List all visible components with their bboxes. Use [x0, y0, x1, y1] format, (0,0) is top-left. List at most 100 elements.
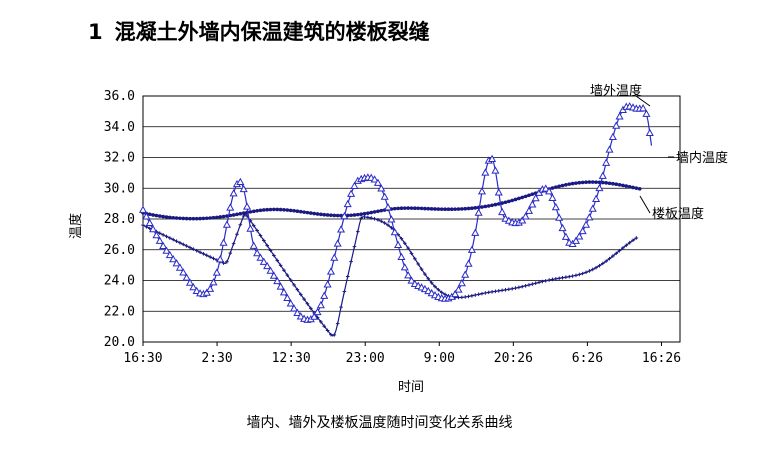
data-point — [249, 241, 258, 249]
data-point — [276, 282, 285, 290]
data-point — [242, 202, 252, 210]
data-point — [159, 241, 168, 250]
data-point — [399, 206, 404, 211]
data-point — [423, 272, 427, 276]
data-point — [302, 297, 306, 301]
data-point — [313, 307, 322, 316]
data-point — [278, 207, 283, 212]
data-point — [496, 289, 501, 293]
data-point — [253, 248, 262, 257]
data-point — [169, 254, 178, 263]
data-point — [390, 227, 399, 236]
data-point — [185, 278, 195, 286]
y-tick-labels: 20.0 22.0 24.0 26.0 28.0 30.0 32.0 34.0 36.0 — [104, 89, 135, 350]
data-point — [282, 268, 286, 273]
data-point — [201, 216, 206, 221]
data-point — [336, 225, 346, 233]
data-point — [262, 238, 266, 243]
data-point — [416, 206, 421, 211]
data-point — [611, 181, 615, 186]
data-point — [449, 207, 454, 212]
data-point — [286, 299, 295, 307]
data-point — [524, 206, 534, 214]
data-point — [272, 207, 276, 212]
data-point — [601, 261, 605, 266]
data-point — [627, 240, 632, 245]
data-point — [470, 293, 474, 298]
data-point — [607, 256, 612, 261]
data-point — [631, 238, 635, 243]
data-point — [231, 213, 236, 217]
data-point — [265, 207, 269, 212]
data-point — [510, 286, 514, 291]
data-point — [380, 192, 389, 200]
data-point — [218, 215, 222, 219]
data-point — [275, 207, 280, 212]
data-point — [496, 202, 501, 206]
data-point — [581, 220, 591, 228]
data-point — [356, 229, 360, 234]
y-tick-label: 36.0 — [104, 89, 135, 104]
data-point — [330, 253, 339, 261]
data-point — [288, 208, 293, 213]
data-point — [578, 226, 587, 235]
data-point — [561, 232, 570, 240]
data-point — [151, 213, 155, 217]
data-point — [467, 245, 476, 253]
data-point — [329, 332, 333, 337]
data-point — [285, 273, 290, 277]
data-point — [400, 263, 409, 271]
data-point — [507, 199, 511, 204]
data-point — [235, 212, 239, 217]
data-point — [397, 252, 406, 261]
data-point — [557, 184, 561, 189]
data-point — [399, 236, 404, 241]
x-tick-labels: 16:30 2:30 12:30 23:00 9:00 20:26 6:26 16:26 — [123, 342, 681, 366]
data-point — [439, 207, 444, 211]
data-point — [309, 306, 313, 311]
data-point — [265, 243, 269, 248]
data-point — [580, 271, 585, 276]
data-point — [413, 256, 417, 261]
data-point — [161, 214, 165, 219]
data-point — [621, 246, 625, 250]
section-title: 混凝土外墙内保温建筑的楼板裂缝 — [114, 20, 430, 44]
data-point — [426, 206, 431, 211]
data-point — [631, 185, 635, 190]
data-point — [283, 293, 292, 302]
data-point — [394, 240, 403, 249]
data-point — [419, 206, 424, 211]
data-point — [537, 280, 541, 285]
data-point — [221, 214, 226, 219]
data-point — [372, 216, 377, 221]
data-point — [296, 312, 305, 320]
data-point — [531, 193, 540, 202]
data-point — [251, 223, 256, 228]
data-point — [293, 308, 302, 316]
data-point — [269, 271, 278, 279]
series-0 — [138, 102, 654, 323]
data-point — [642, 109, 651, 117]
data-point — [256, 253, 265, 261]
data-point — [545, 187, 554, 195]
data-point — [184, 244, 189, 248]
data-point — [409, 251, 414, 256]
data-point — [172, 259, 181, 267]
data-point — [503, 200, 508, 205]
data-point — [359, 212, 363, 217]
data-point — [162, 246, 171, 254]
data-point — [236, 177, 245, 186]
figure-caption: 墙内、墙外及楼板温度随时间变化关系曲线 — [246, 415, 513, 431]
data-point — [493, 289, 498, 294]
data-point — [429, 207, 434, 211]
data-point — [175, 263, 184, 271]
data-point — [534, 188, 544, 196]
data-point — [520, 284, 525, 289]
data-point — [503, 288, 508, 292]
data-point — [413, 206, 417, 210]
data-point — [315, 212, 320, 216]
series-2 — [141, 180, 642, 221]
data-point — [325, 328, 330, 333]
data-point — [590, 267, 595, 272]
data-point — [222, 220, 231, 228]
